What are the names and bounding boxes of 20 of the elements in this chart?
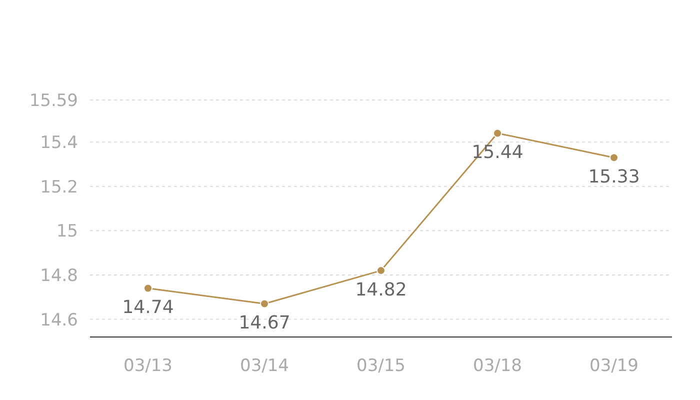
y-tick-label: 15.4	[40, 133, 78, 154]
y-tick-label: 14.8	[40, 266, 78, 286]
x-tick-label: 03/13	[124, 356, 172, 376]
y-tick-label: 15.2	[40, 177, 78, 198]
y-tick-label: 15	[56, 222, 78, 242]
x-tick-label: 03/14	[240, 356, 289, 376]
data-label: 14.67	[238, 312, 290, 334]
point	[144, 284, 152, 293]
point	[376, 266, 386, 276]
data-label: 14.82	[355, 279, 407, 300]
data-label: 14.74	[122, 297, 174, 318]
point	[493, 128, 502, 138]
x-tick-label: 03/18	[473, 356, 522, 376]
point	[260, 299, 269, 308]
data-label: 15.33	[588, 166, 640, 188]
y-tick-label: 14.6	[40, 310, 78, 330]
x-tick-label: 03/19	[590, 356, 638, 376]
y-tick-label: 15.59	[29, 91, 78, 112]
x-tick-label: 03/15	[356, 356, 406, 376]
point	[610, 153, 618, 162]
